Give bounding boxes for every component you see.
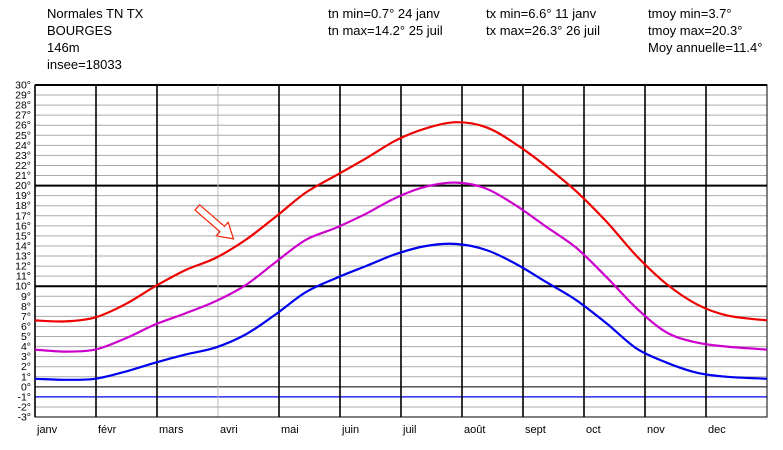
y-tick-label: 20° [15,180,31,192]
y-tick-label: -2° [17,401,31,413]
y-tick-label: 12° [15,261,31,273]
tx-min-stat: tx min=6.6° 11 janv [486,6,597,21]
y-tick-label: 10° [15,281,31,293]
tmoy-max-stat: tmoy max=20.3° [648,23,743,38]
y-tick-label: 26° [15,120,31,132]
y-tick-label: 17° [15,210,31,222]
y-tick-label: 18° [15,200,31,212]
y-tick-label: -3° [17,412,31,424]
y-tick-label: 5° [21,331,31,343]
x-tick-label: avri [220,424,238,436]
station-name: BOURGES [47,23,113,38]
vertical-gridlines [34,84,768,418]
y-tick-label: 4° [21,341,31,353]
x-tick-label: juil [402,424,416,436]
annotations [194,203,235,240]
x-tick-label: août [464,424,485,436]
y-tick-label: 29° [15,90,31,102]
chart-title: Normales TN TX [47,6,144,21]
y-tick-label: 0° [21,381,31,393]
series-line-tn [34,242,768,381]
tn-max-stat: tn max=14.2° 25 juil [328,23,443,38]
y-tick-label: 11° [16,271,31,283]
y-axis-labels: -3°-2°-1°0°1°2°3°4°5°6°7°8°9°10°11°12°13… [15,80,31,424]
annotation-arrow [194,203,235,240]
y-tick-label: 7° [21,311,31,323]
series-line-tx [34,121,768,323]
y-tick-label: 16° [15,220,31,232]
tx-max-stat: tx max=26.3° 26 juil [486,23,600,38]
y-tick-label: 27° [15,110,31,122]
x-tick-label: janv [36,424,58,436]
y-tick-label: 23° [15,150,31,162]
tn-min-stat: tn min=0.7° 24 janv [328,6,440,21]
y-tick-label: 14° [15,240,31,252]
y-tick-label: 21° [15,170,31,182]
y-tick-label: 3° [21,351,31,363]
x-tick-label: juin [341,424,359,436]
series-line-tmoy [34,181,768,353]
y-tick-label: 28° [15,100,31,112]
plot-frame [34,84,768,418]
x-tick-label: mai [281,424,299,436]
x-tick-label: dec [708,424,726,436]
station-insee: insee=18033 [47,57,122,72]
x-tick-label: févr [98,424,117,436]
y-tick-label: 30° [15,80,31,92]
y-tick-label: 22° [15,160,31,172]
y-tick-label: 25° [15,130,31,142]
x-tick-label: oct [586,424,601,436]
series-lines [34,121,768,381]
y-tick-label: 13° [15,251,31,263]
x-tick-label: mars [159,424,184,436]
y-tick-label: 8° [21,301,31,313]
y-tick-label: 1° [21,371,31,383]
y-tick-label: 2° [21,361,31,373]
tmoy-min-stat: tmoy min=3.7° [648,6,732,21]
y-tick-label: 24° [15,140,31,152]
x-tick-label: sept [525,424,546,436]
y-tick-label: 6° [21,321,31,333]
x-tick-label: nov [647,424,665,436]
y-tick-label: 15° [15,230,31,242]
y-tick-label: 9° [21,291,31,303]
y-tick-label: 19° [15,190,31,202]
y-tick-label: -1° [17,391,31,403]
station-altitude: 146m [47,40,80,55]
annual-mean-stat: Moy annuelle=11.4° [648,40,763,55]
x-axis-labels: janv févr mars avri mai juin juil août sept oct no… [36,424,726,436]
